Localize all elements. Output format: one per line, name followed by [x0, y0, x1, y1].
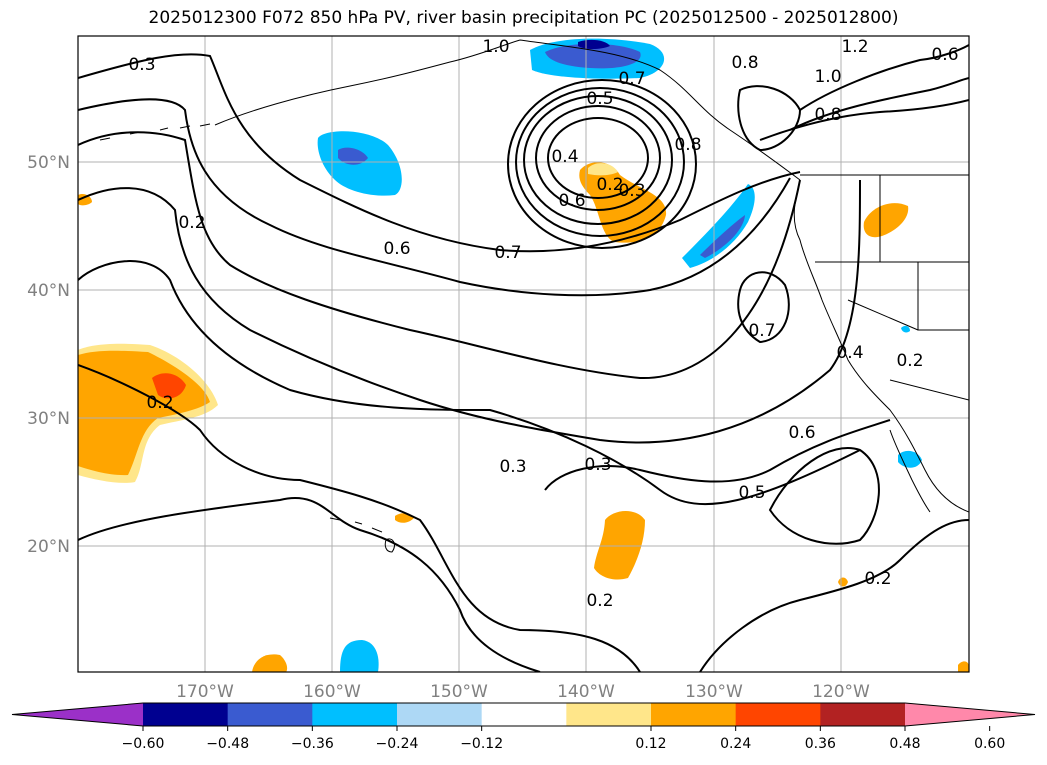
- contour-label: 0.2: [896, 351, 923, 371]
- contour-label: 0.6: [788, 423, 815, 443]
- colorbar-tick-label: −0.12: [460, 736, 503, 752]
- contour-label: 0.2: [596, 175, 623, 195]
- colorbar-tick-label: 0.12: [635, 736, 666, 752]
- colorbar-tick-label: 0.60: [974, 736, 1005, 752]
- figure-title: 2025012300 F072 850 hPa PV, river basin …: [148, 8, 899, 28]
- colorbar-tick-label: −0.24: [376, 736, 419, 752]
- colorbar-tick-label: −0.48: [206, 736, 249, 752]
- contour-label: 1.0: [814, 67, 841, 87]
- positive-anomaly-neopacific: [579, 162, 667, 243]
- contour-label: 0.8: [674, 135, 701, 155]
- colorbar-segment: [397, 703, 483, 726]
- contour-label: 0.3: [618, 181, 645, 201]
- contour-label: 0.4: [551, 147, 578, 167]
- lat-label: 40°N: [27, 281, 70, 301]
- colorbar-segment: [820, 703, 906, 726]
- colorbar-segment: [735, 703, 821, 726]
- lat-label: 20°N: [27, 537, 70, 557]
- lon-label: 170°W: [176, 682, 234, 702]
- colorbar-segment: [481, 703, 567, 726]
- contour-label: 0.7: [494, 243, 521, 263]
- contour-label: 0.2: [178, 213, 205, 233]
- colorbar: −0.60 −0.48 −0.36 −0.24 −0.12 0.12 0.24 0.36 0.4…: [11, 702, 1036, 752]
- colorbar-segment: [312, 703, 398, 726]
- contour-label: 0.2: [864, 569, 891, 589]
- contour-label: 0.5: [738, 483, 765, 503]
- alaska-coast: [214, 39, 801, 181]
- baja: [889, 429, 931, 513]
- colorbar-segment: [143, 703, 229, 726]
- colorbar-tick-label: −0.60: [122, 736, 165, 752]
- contour-label: 0.3: [499, 457, 526, 477]
- latitude-labels: 50°N 40°N 30°N 20°N: [27, 153, 70, 557]
- longitude-labels: 170°W 160°W 150°W 140°W 130°W 120°W: [176, 682, 870, 702]
- lat-label: 50°N: [27, 153, 70, 173]
- colorbar-tick-label: −0.36: [291, 736, 334, 752]
- contour-label: 0.2: [146, 393, 173, 413]
- hawaii: [329, 517, 395, 553]
- coastlines: [99, 39, 969, 553]
- colorbar-segment: [566, 703, 652, 726]
- contour-label: 0.8: [814, 105, 841, 125]
- contour-label: 0.6: [383, 239, 410, 259]
- contour-label: 0.5: [586, 89, 613, 109]
- lon-label: 160°W: [303, 682, 361, 702]
- colorbar-extend-high: [905, 703, 1035, 726]
- contour-label: 1.0: [482, 37, 509, 57]
- contour-label: 1.2: [841, 37, 868, 57]
- contour-label: 0.2: [586, 591, 613, 611]
- lat-label: 30°N: [27, 409, 70, 429]
- contour-label: 0.3: [128, 55, 155, 75]
- colorbar-tick-label: 0.48: [889, 736, 920, 752]
- colorbar-segment: [227, 703, 313, 726]
- contour-label: 0.8: [731, 53, 758, 73]
- lon-label: 150°W: [430, 682, 488, 702]
- colorbar-segment: [651, 703, 737, 726]
- pv-contours: [78, 44, 969, 672]
- contour-label: 0.7: [618, 69, 645, 89]
- contour-label: 0.6: [931, 45, 958, 65]
- contour-labels: 0.3 1.0 1.2 0.8 1.0 0.8 0.6 0.5 0.7 0.8 …: [128, 37, 958, 611]
- colorbar-extend-low: [12, 703, 143, 726]
- north-america-coast: [793, 179, 969, 513]
- state-lines: [815, 175, 969, 401]
- lon-label: 140°W: [557, 682, 615, 702]
- negative-anomaly-alaska-core: [545, 43, 641, 69]
- colorbar-tick-label: 0.24: [720, 736, 751, 752]
- map-frame: [77, 35, 970, 673]
- lon-label: 120°W: [812, 682, 870, 702]
- colorbar-tick-label: 0.36: [805, 736, 836, 752]
- contour-label: 0.4: [836, 343, 863, 363]
- contour-label: 0.3: [584, 455, 611, 475]
- contour-label: 0.6: [558, 191, 585, 211]
- contour-label: 0.7: [748, 321, 775, 341]
- precipitation-shading: [78, 38, 969, 672]
- lon-label: 130°W: [685, 682, 743, 702]
- negative-anomaly-coast: [682, 184, 755, 268]
